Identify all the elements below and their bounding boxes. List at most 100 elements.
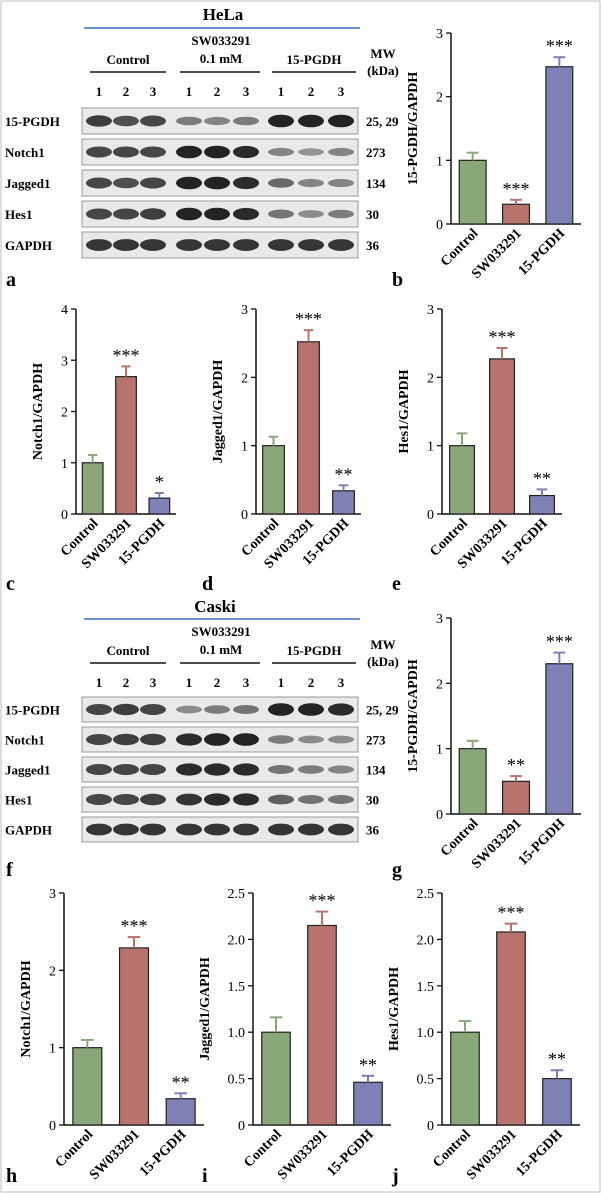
panel-letter-d: d bbox=[202, 573, 213, 595]
bar-15-pgdh bbox=[332, 490, 355, 515]
band bbox=[233, 793, 259, 806]
band bbox=[298, 823, 324, 836]
band bbox=[328, 209, 354, 219]
bar-sw033291 bbox=[501, 780, 531, 815]
y-tick-label: 1.0 bbox=[417, 1026, 435, 1041]
group-label-control: Control bbox=[106, 643, 149, 658]
lane-number: 1 bbox=[278, 675, 285, 690]
significance-label: ** bbox=[533, 468, 551, 488]
mw-label: MW bbox=[370, 46, 395, 61]
band bbox=[298, 795, 324, 804]
band bbox=[176, 145, 202, 159]
band bbox=[140, 208, 166, 220]
band bbox=[204, 733, 230, 746]
band bbox=[113, 703, 139, 716]
panel-letter-b: b bbox=[392, 269, 403, 291]
y-tick-label: 0.5 bbox=[228, 1073, 246, 1088]
band bbox=[298, 114, 324, 128]
y-tick-label: 1 bbox=[61, 457, 68, 472]
band bbox=[268, 794, 294, 805]
band bbox=[233, 763, 259, 776]
blot-row-hes1: Hes1 30 bbox=[5, 786, 379, 813]
band bbox=[204, 116, 230, 126]
group-label-15-pgdh: 15-PGDH bbox=[287, 643, 342, 658]
panel-letter-g: g bbox=[392, 859, 402, 881]
lane-number: 2 bbox=[214, 84, 221, 99]
bar-control bbox=[262, 445, 285, 515]
band bbox=[140, 793, 166, 806]
band bbox=[233, 823, 259, 836]
y-tick-label: 1 bbox=[436, 154, 443, 169]
lane-number: 1 bbox=[278, 84, 285, 99]
band bbox=[86, 115, 112, 127]
band bbox=[113, 823, 139, 836]
mw-value: 273 bbox=[366, 733, 386, 748]
significance-label: * bbox=[155, 472, 164, 492]
band bbox=[268, 239, 294, 251]
band bbox=[176, 733, 202, 746]
group-label-15-pgdh: 15-PGDH bbox=[287, 52, 342, 67]
band bbox=[328, 147, 354, 157]
protein-label: Hes1 bbox=[5, 207, 32, 222]
y-axis-label: Hes1/GAPDH bbox=[397, 369, 412, 453]
bar-15-pgdh bbox=[545, 66, 574, 225]
mw-value: 30 bbox=[366, 793, 379, 808]
band bbox=[113, 733, 139, 746]
band bbox=[328, 114, 354, 128]
band bbox=[176, 705, 202, 714]
band bbox=[113, 764, 139, 775]
band bbox=[233, 145, 259, 159]
y-tick-label: 0 bbox=[436, 218, 443, 233]
band bbox=[268, 703, 294, 716]
y-tick-label: 0 bbox=[427, 1119, 434, 1134]
band bbox=[113, 794, 139, 805]
y-axis-label: Notch1/GAPDH bbox=[19, 960, 34, 1057]
y-tick-label: 2 bbox=[241, 371, 248, 386]
band bbox=[268, 178, 294, 188]
lane-number: 2 bbox=[123, 84, 130, 99]
bar-sw033291 bbox=[496, 931, 526, 1126]
blot-row-jagged1: Jagged1 134 bbox=[5, 756, 386, 783]
lane-number: 3 bbox=[338, 84, 345, 99]
blot-row-notch1: Notch1 273 bbox=[5, 726, 386, 753]
protein-label: 15-PGDH bbox=[5, 114, 60, 129]
band bbox=[113, 177, 139, 189]
band bbox=[233, 116, 259, 126]
group-label-sw033291: SW033291 bbox=[191, 624, 250, 639]
y-tick-label: 2 bbox=[436, 677, 443, 692]
lane-number: 1 bbox=[186, 675, 193, 690]
band bbox=[268, 147, 294, 157]
band bbox=[298, 210, 324, 218]
band bbox=[233, 176, 259, 190]
band bbox=[204, 239, 230, 251]
y-tick-label: 0.5 bbox=[417, 1073, 435, 1088]
mw-label: MW bbox=[370, 637, 395, 652]
lane-number: 1 bbox=[96, 84, 103, 99]
lane-number: 2 bbox=[308, 84, 315, 99]
bar-control bbox=[450, 1031, 480, 1126]
lane-number: 3 bbox=[150, 675, 157, 690]
y-tick-label: 2 bbox=[49, 964, 56, 979]
bar-15-pgdh bbox=[353, 1081, 383, 1126]
lane-number: 3 bbox=[150, 84, 157, 99]
band bbox=[328, 765, 354, 774]
y-tick-label: 1 bbox=[427, 440, 434, 455]
protein-label: Jagged1 bbox=[5, 763, 51, 778]
band bbox=[86, 823, 112, 836]
band bbox=[86, 146, 112, 158]
y-tick-label: 2.0 bbox=[228, 933, 246, 948]
y-tick-label: 3 bbox=[427, 303, 434, 318]
y-tick-label: 0 bbox=[49, 1119, 56, 1134]
significance-label: *** bbox=[498, 903, 525, 923]
lane-number: 3 bbox=[338, 675, 345, 690]
y-tick-label: 3 bbox=[61, 354, 68, 369]
band bbox=[86, 764, 112, 775]
band bbox=[268, 735, 294, 744]
lane-number: 2 bbox=[214, 675, 221, 690]
lane-number: 2 bbox=[123, 675, 130, 690]
band bbox=[113, 115, 139, 127]
y-tick-label: 0 bbox=[61, 508, 68, 523]
band bbox=[140, 704, 166, 715]
